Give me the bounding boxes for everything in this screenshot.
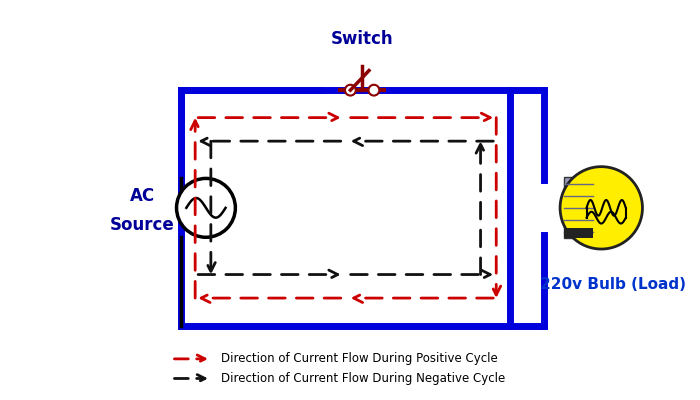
- Bar: [564, 178, 594, 238]
- Circle shape: [345, 85, 356, 96]
- Bar: [181, 90, 510, 326]
- Text: AC: AC: [130, 187, 155, 205]
- Circle shape: [560, 167, 643, 249]
- Bar: [564, 228, 594, 238]
- Circle shape: [176, 178, 235, 237]
- Text: Direction of Current Flow During Negative Cycle: Direction of Current Flow During Negativ…: [220, 372, 505, 385]
- Circle shape: [368, 85, 379, 96]
- Text: 220v Bulb (Load): 220v Bulb (Load): [540, 277, 686, 292]
- Text: Source: Source: [110, 216, 174, 234]
- Text: Direction of Current Flow During Positive Cycle: Direction of Current Flow During Positiv…: [220, 352, 498, 365]
- Text: Switch: Switch: [331, 30, 393, 48]
